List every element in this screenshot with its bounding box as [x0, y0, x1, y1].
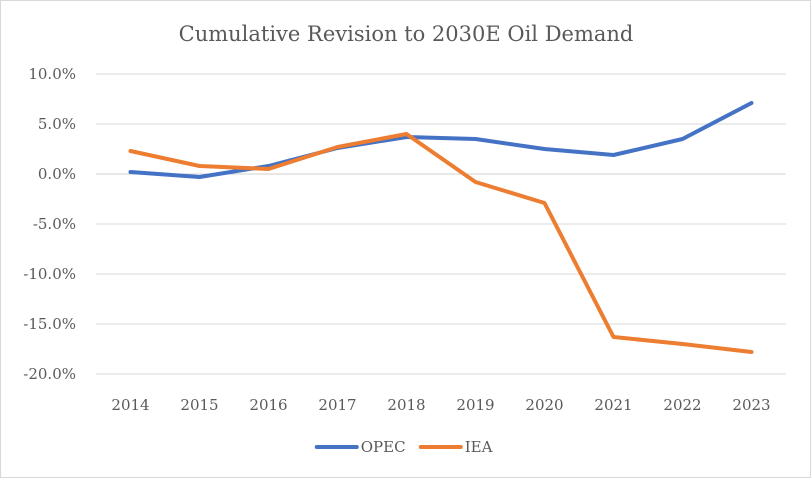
legend-label-iea: IEA [465, 438, 493, 456]
x-tick-label: 2014 [111, 396, 149, 414]
x-tick-label: 2020 [525, 396, 563, 414]
legend: OPEC IEA [314, 438, 493, 456]
chart-title: Cumulative Revision to 2030E Oil Demand [179, 22, 634, 46]
x-tick-label: 2021 [594, 396, 632, 414]
x-tick-label: 2016 [249, 396, 287, 414]
series-line-iea [128, 132, 754, 354]
y-tick-label: 10.0% [28, 65, 76, 83]
gridlines [96, 73, 786, 375]
y-tick-label: 0.0% [38, 165, 76, 183]
y-tick-label: -5.0% [33, 215, 76, 233]
series-line-opec [128, 101, 754, 179]
y-tick-label: -15.0% [23, 315, 76, 333]
x-axis-tick-labels: 2014 2015 2016 2017 2018 2019 2020 2021 2022 2023 [111, 396, 770, 414]
legend-label-opec: OPEC [361, 438, 406, 456]
x-tick-label: 2017 [318, 396, 356, 414]
series-lines [128, 101, 754, 354]
y-tick-label: -10.0% [23, 265, 76, 283]
x-tick-label: 2023 [732, 396, 770, 414]
y-axis-tick-labels: 10.0% 5.0% 0.0% -5.0% -10.0% -15.0% -20.0% [23, 65, 76, 383]
x-tick-label: 2015 [180, 396, 218, 414]
x-tick-label: 2018 [387, 396, 425, 414]
y-tick-label: -20.0% [23, 365, 76, 383]
x-tick-label: 2019 [456, 396, 494, 414]
x-tick-label: 2022 [663, 396, 701, 414]
y-tick-label: 5.0% [38, 115, 76, 133]
